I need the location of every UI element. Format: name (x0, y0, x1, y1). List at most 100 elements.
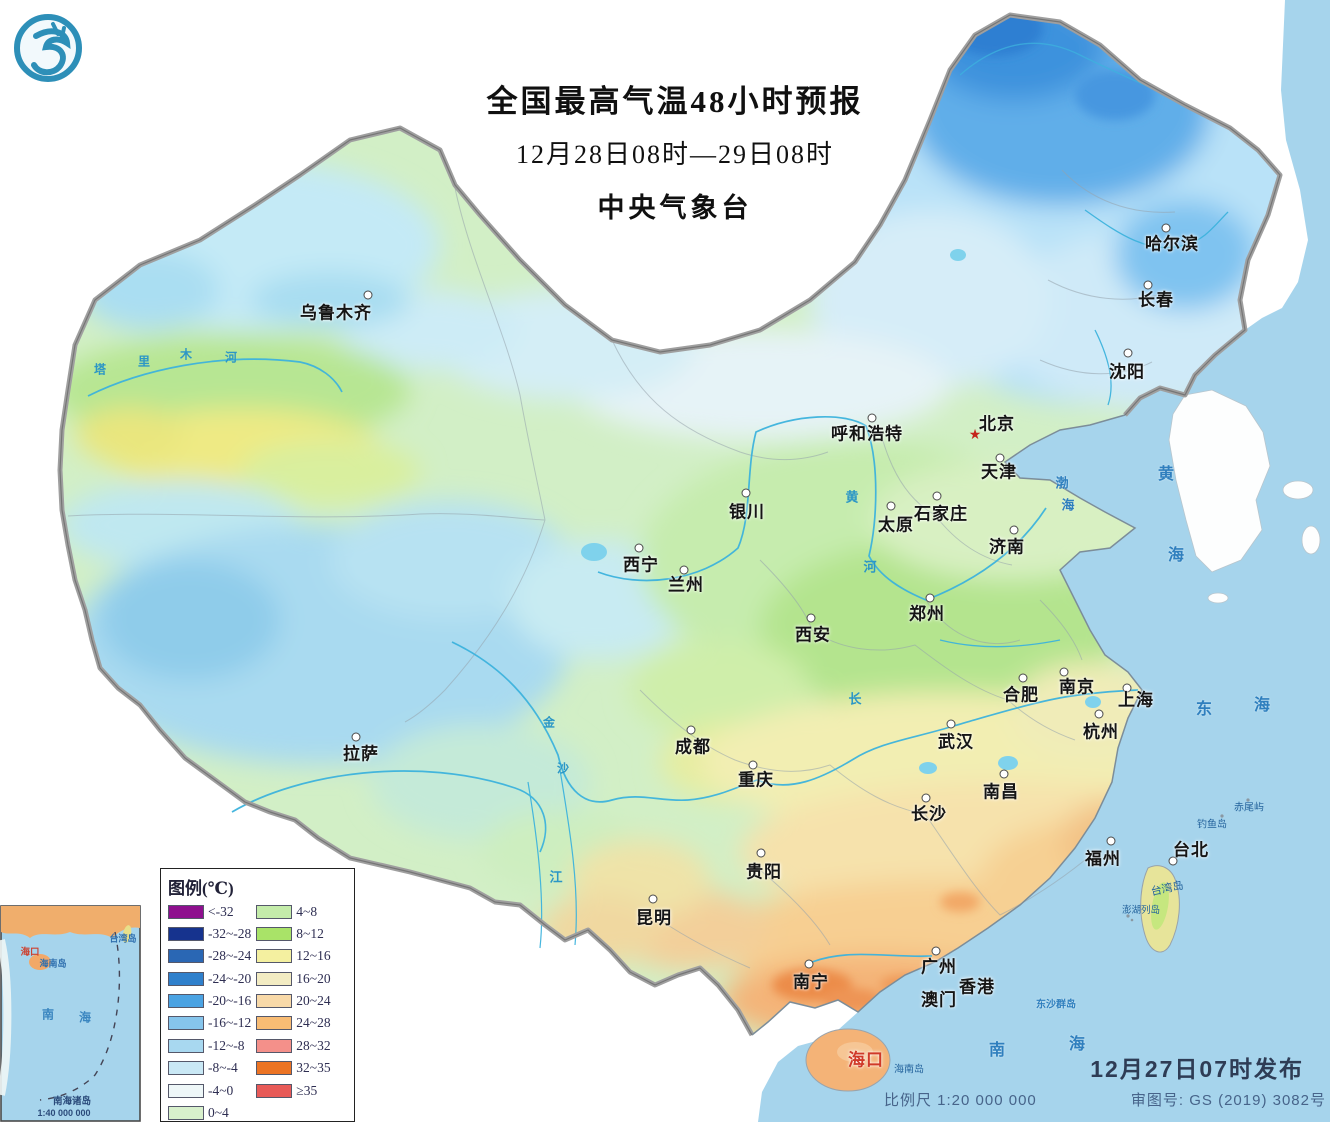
city-label: 南宁 (793, 972, 829, 992)
legend-label: -32~-28 (208, 925, 252, 941)
legend-column-left: <-32 -32~-28 -28~-24 -24~-20 -20~-16 -16~-12 -… (168, 902, 251, 1122)
city-label: 兰州 (668, 575, 704, 595)
south-china-sea-inset (0, 905, 141, 1122)
legend-row: 0~4 (168, 1104, 251, 1122)
city-label: 银川 (729, 502, 765, 522)
city-label: 成都 (675, 737, 711, 757)
inset-label: 1:40 000 000 (37, 1108, 91, 1118)
inset-label: 南 (41, 1007, 55, 1022)
legend-swatch (256, 1061, 293, 1076)
city-marker (1094, 709, 1104, 719)
sea-area (758, 0, 1330, 1122)
inset-label: 台湾岛 (109, 933, 137, 944)
island-label: 钓鱼岛 (1197, 819, 1227, 831)
city-label: 贵阳 (746, 862, 782, 882)
city-marker (679, 565, 689, 575)
legend-row: 12~16 (256, 947, 331, 966)
national-border-core (59, 14, 1281, 1036)
page-title: 全国最高气温48小时预报 (486, 84, 864, 119)
legend-label: -16~-12 (208, 1015, 252, 1031)
legend-swatch (168, 1083, 204, 1098)
legend-label: 16~20 (296, 970, 331, 986)
city-label: 长沙 (911, 804, 947, 824)
river-label: 金 (542, 715, 556, 730)
jeju-island (1207, 592, 1229, 604)
approval-number: 审图号: GS (2019) 3082号 (1130, 1092, 1326, 1109)
province-borders (67, 169, 1176, 969)
map-scale: 比例尺 1:20 000 000 (884, 1092, 1037, 1109)
temperature-legend: 图例(℃) <-32 -32~-28 -28~-24 -24~-20 -20~-16 -1… (160, 868, 355, 1122)
city-label: 沈阳 (1109, 362, 1145, 382)
sea-label: 东沙群岛 (1036, 999, 1076, 1011)
city-marker (1168, 856, 1178, 866)
city-label: 海口 (848, 1050, 884, 1070)
legend-label: -24~-20 (208, 970, 252, 986)
japan-island (1301, 525, 1321, 555)
city-label: 南京 (1059, 677, 1095, 697)
legend-row: -8~-4 (168, 1059, 251, 1078)
city-label: 重庆 (738, 770, 774, 790)
legend-row: -28~-24 (168, 947, 251, 966)
city-label: 北京 (979, 414, 1015, 434)
legend-label: 4~8 (296, 903, 318, 919)
city-marker (363, 290, 373, 300)
legend-label: ≥35 (296, 1082, 318, 1098)
legend-row: 16~20 (256, 969, 331, 988)
legend-label: 20~24 (296, 993, 331, 1009)
capital-star-icon: ★ (968, 426, 982, 442)
legend-swatch (168, 926, 204, 941)
city-marker (351, 732, 361, 742)
city-label: 哈尔滨 (1145, 234, 1199, 254)
legend-title: 图例(℃) (168, 879, 234, 898)
river-label: 河 (224, 350, 238, 365)
city-label: 拉萨 (343, 744, 379, 764)
city-marker (1161, 223, 1171, 233)
city-label: 澳门 (921, 990, 957, 1010)
legend-swatch (256, 971, 293, 986)
lakes (581, 249, 1101, 774)
city-label: 长春 (1138, 290, 1174, 310)
legend-label: <-32 (208, 903, 234, 919)
legend-swatch (168, 1038, 204, 1053)
inset-label: 南海诸岛 (52, 1096, 92, 1107)
city-marker (1122, 683, 1132, 693)
city-marker (932, 491, 942, 501)
inset-label: 海南岛 (39, 958, 67, 969)
legend-row: -20~-16 (168, 992, 251, 1011)
city-marker (1123, 348, 1133, 358)
city-label: 郑州 (909, 604, 945, 624)
legend-row: -24~-20 (168, 969, 251, 988)
inset-label: 海口 (20, 947, 40, 958)
legend-row: 8~12 (256, 924, 330, 943)
legend-label: 32~35 (296, 1060, 331, 1076)
legend-label: 12~16 (296, 948, 331, 964)
legend-label: -8~-4 (208, 1060, 238, 1076)
city-marker (867, 413, 877, 423)
publish-date: 12月27日07时发布 (1090, 1056, 1304, 1082)
city-marker (634, 543, 644, 553)
city-marker (756, 848, 766, 858)
legend-swatch (168, 1106, 204, 1121)
legend-row: -4~0 (168, 1081, 251, 1100)
legend-swatch (168, 971, 204, 986)
city-marker (995, 453, 1005, 463)
island-label: 海南岛 (894, 1064, 924, 1076)
city-marker (999, 769, 1009, 779)
sea-label: 海 (1068, 1036, 1086, 1053)
city-marker (741, 488, 751, 498)
legend-swatch (256, 1038, 293, 1053)
legend-label: -4~0 (208, 1082, 234, 1098)
city-marker (1106, 836, 1116, 846)
sea-label: 海 (1167, 547, 1185, 564)
korea-peninsula (1168, 389, 1271, 573)
legend-swatch (256, 949, 293, 964)
city-marker (806, 613, 816, 623)
small-islands (1126, 798, 1250, 922)
sea-label: 海 (1253, 697, 1271, 714)
city-label: 上海 (1118, 690, 1154, 710)
river-label: 里 (137, 354, 151, 369)
legend-swatch (256, 926, 293, 941)
city-marker (1018, 673, 1028, 683)
sea-label: 海 (1061, 497, 1075, 513)
